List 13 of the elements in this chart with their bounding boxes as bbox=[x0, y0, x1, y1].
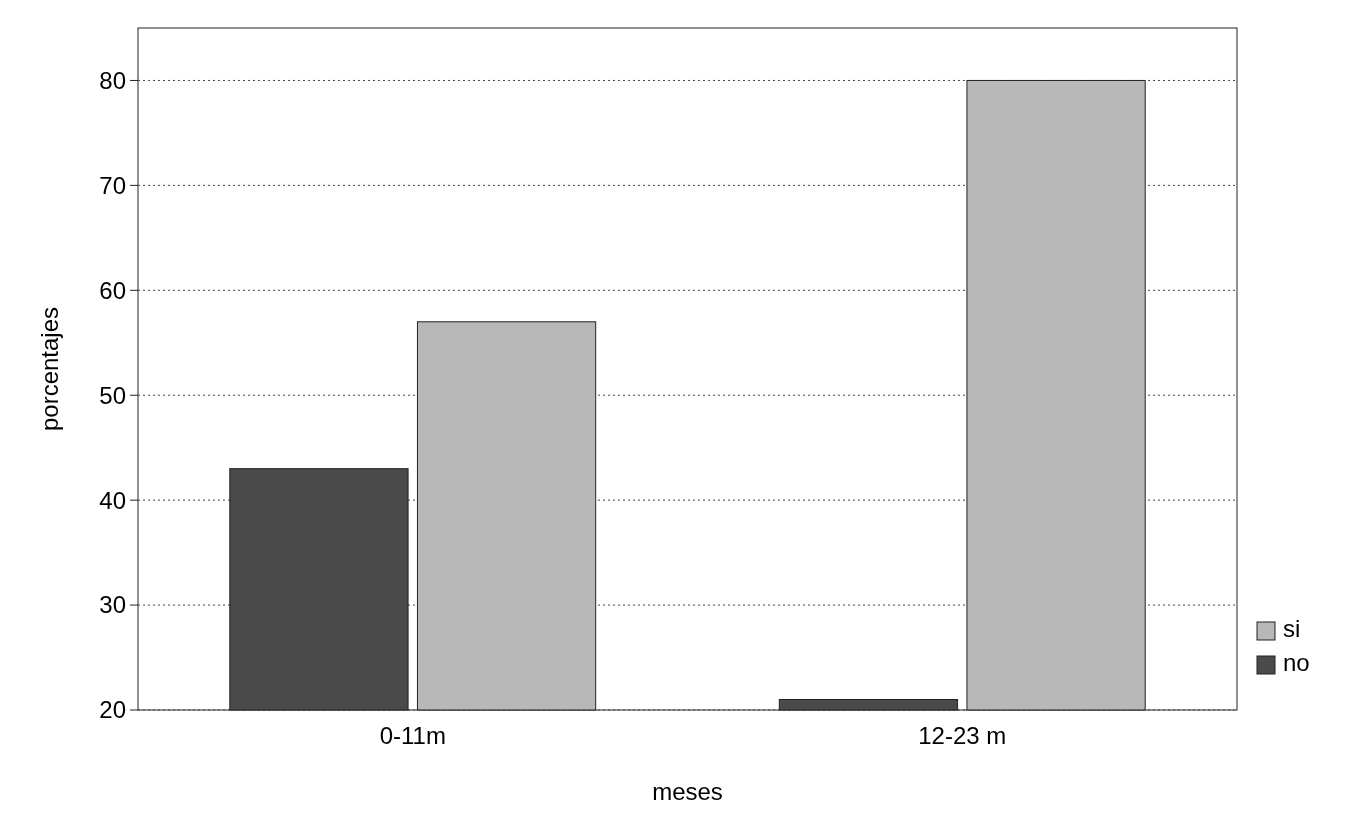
y-tick-label: 20 bbox=[99, 696, 126, 724]
legend-label: si bbox=[1283, 615, 1301, 642]
legend-label: no bbox=[1283, 649, 1310, 676]
y-tick-label: 40 bbox=[99, 486, 126, 514]
y-axis-title: porcentajes bbox=[36, 306, 63, 432]
x-tick-label: 0-11m bbox=[379, 722, 446, 749]
y-tick-label: 70 bbox=[99, 171, 126, 199]
y-tick-label: 80 bbox=[99, 66, 126, 94]
y-tick-label: 50 bbox=[99, 381, 126, 409]
x-tick-label: 12-23 m bbox=[918, 722, 1007, 749]
y-tick-label: 60 bbox=[99, 276, 126, 304]
x-axis-title: meses bbox=[652, 778, 723, 805]
y-tick-label: 30 bbox=[99, 591, 126, 619]
